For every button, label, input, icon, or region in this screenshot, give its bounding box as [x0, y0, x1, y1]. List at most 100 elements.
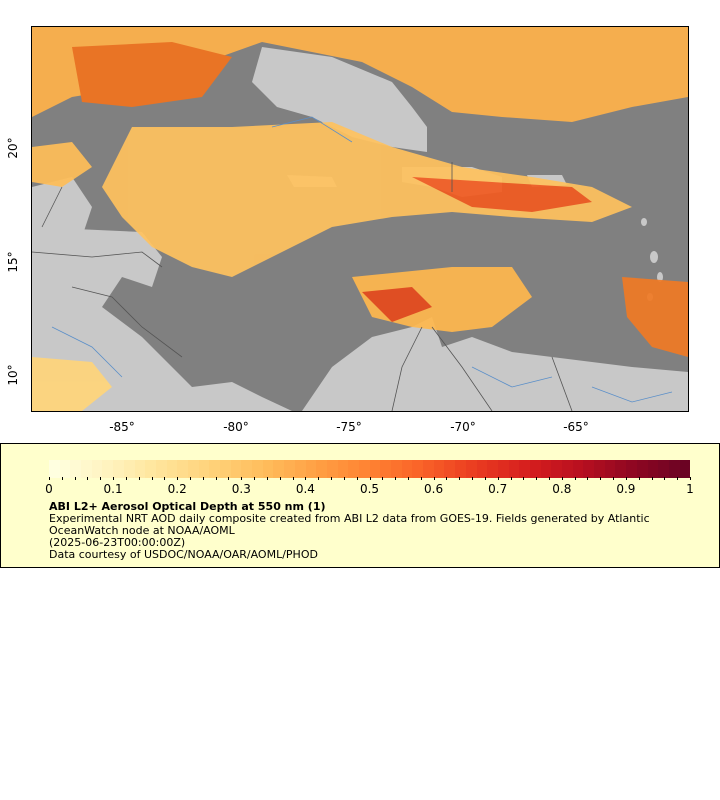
colorbar-minor-tick — [292, 477, 294, 480]
colorbar-segment — [241, 460, 253, 478]
aod-west-patch — [32, 142, 92, 187]
colorbar-segment — [134, 460, 146, 478]
colorbar-segment — [294, 460, 306, 478]
colorbar-minor-tick — [138, 477, 140, 480]
colorbar-segment — [220, 460, 231, 478]
colorbar-minor-tick — [420, 477, 422, 480]
colorbar-minor-tick — [215, 477, 217, 480]
colorbar-minor-tick — [677, 477, 679, 480]
legend-date: (2025-06-23T00:00:00Z) — [49, 536, 186, 549]
colorbar-segment — [391, 460, 402, 478]
colorbar-segment — [487, 460, 498, 478]
colorbar-minor-tick — [613, 477, 615, 480]
colorbar-segment — [519, 460, 530, 478]
colorbar-segment — [369, 460, 381, 478]
colorbar-tick-label: 0.4 — [295, 482, 315, 496]
colorbar-minor-tick — [651, 477, 653, 480]
colorbar-segment — [412, 460, 424, 478]
colorbar-tick-label: 0 — [45, 482, 53, 496]
colorbar-segment — [668, 460, 680, 478]
colorbar-segment — [636, 460, 648, 478]
colorbar-minor-tick — [664, 477, 666, 480]
aod-north-core — [72, 42, 232, 107]
colorbar-minor-tick — [638, 477, 640, 480]
colorbar-minor-tick — [356, 477, 358, 480]
colorbar-minor-tick — [382, 477, 384, 480]
colorbar-segment — [358, 460, 370, 478]
colorbar-segment — [91, 460, 103, 478]
colorbar-minor-tick — [331, 477, 333, 480]
colorbar-minor-tick — [574, 477, 576, 480]
colorbar-minor-tick — [600, 477, 602, 480]
colorbar-minor-tick — [523, 477, 525, 480]
colorbar-tick-label: 0.8 — [552, 482, 572, 496]
aod-sw-patch — [32, 357, 112, 411]
cuba-land — [252, 47, 427, 152]
colorbar-minor-tick — [548, 477, 550, 480]
colorbar-segment — [594, 460, 605, 478]
colorbar-segment — [562, 460, 573, 478]
colorbar-segment — [583, 460, 595, 478]
colorbar-tick-label: 1 — [686, 482, 694, 496]
colorbar-segment — [187, 460, 199, 478]
colorbar-minor-tick — [164, 477, 166, 480]
colorbar-minor-tick — [228, 477, 230, 480]
central-america-land — [32, 227, 292, 411]
aod-mid-core — [412, 177, 592, 212]
y-tick-10: 10° — [6, 364, 20, 386]
country-borders — [32, 162, 573, 411]
colorbar-tick-label: 0.3 — [231, 482, 251, 496]
colorbar-segment — [380, 460, 391, 478]
x-tick-65: -65° — [563, 420, 589, 434]
colorbar-minor-tick — [305, 477, 307, 480]
colorbar-segment — [70, 460, 82, 478]
colorbar-segment — [155, 460, 167, 478]
colorbar-tick-label: 0.1 — [103, 482, 123, 496]
colorbar-segment — [348, 460, 359, 478]
colorbar-minor-tick — [254, 477, 256, 480]
colorbar-segment — [198, 460, 210, 478]
colorbar-segment — [81, 460, 92, 478]
colorbar-segment — [166, 460, 178, 478]
colorbar-minor-tick — [177, 477, 179, 480]
colorbar-segment — [572, 460, 584, 478]
colorbar-segment — [59, 460, 71, 478]
colorbar-minor-tick — [536, 477, 538, 480]
aod-south-core — [362, 287, 432, 322]
colorbar-minor-tick — [125, 477, 127, 480]
colorbar-segment — [177, 460, 188, 478]
colorbar-segment — [252, 460, 263, 478]
colorbar-minor-tick — [446, 477, 448, 480]
colorbar-segment — [316, 460, 327, 478]
colorbar-segment — [647, 460, 659, 478]
legend-description: Experimental NRT AOD daily composite cre… — [49, 512, 650, 537]
colorbar-segment — [615, 460, 627, 478]
colorbar-segment — [326, 460, 338, 478]
y-tick-15: 15° — [6, 251, 20, 273]
aod-map — [32, 27, 688, 411]
colorbar-minor-tick — [395, 477, 397, 480]
colorbar-minor-tick — [87, 477, 89, 480]
colorbar-segment — [658, 460, 669, 478]
colorbar-segment — [540, 460, 552, 478]
aod-east-patch — [622, 277, 688, 357]
colorbar-minor-tick — [113, 477, 115, 480]
colorbar-segment — [508, 460, 520, 478]
colorbar-segment — [626, 460, 637, 478]
colorbar-minor-tick — [49, 477, 50, 480]
colorbar-segment — [102, 460, 114, 478]
colorbar-minor-tick — [279, 477, 281, 480]
colorbar-tick-label: 0.5 — [359, 482, 380, 496]
colorbar-minor-tick — [472, 477, 474, 480]
x-tick-75: -75° — [336, 420, 362, 434]
colorbar-segment — [123, 460, 135, 478]
colorbar-segment — [444, 460, 456, 478]
colorbar-segment — [497, 460, 509, 478]
colorbar-minor-tick — [202, 477, 204, 480]
aod-overlay — [32, 27, 688, 411]
colorbar-segment — [262, 460, 274, 478]
colorbar-segment — [145, 460, 156, 478]
colorbar-segment — [433, 460, 445, 478]
colorbar-minor-tick — [587, 477, 589, 480]
south-america-land — [302, 317, 688, 411]
